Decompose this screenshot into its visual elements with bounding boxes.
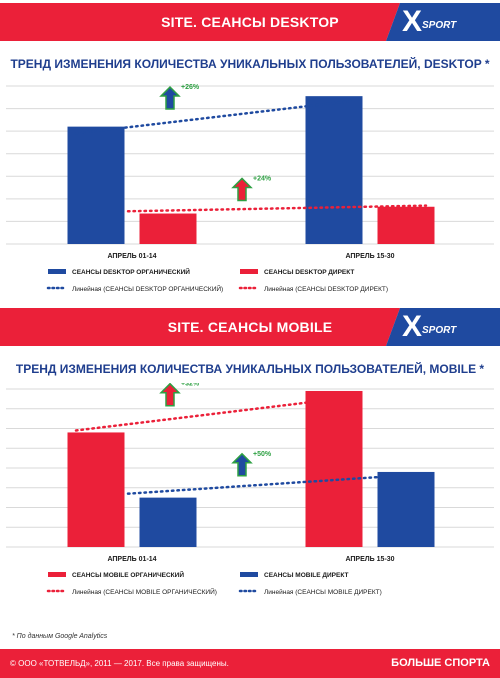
legend-swatch xyxy=(48,572,66,577)
legend-label: Линейная (СЕАНСЫ MOBILE ДИРЕКТ) xyxy=(264,588,382,596)
trendline xyxy=(74,395,356,432)
bar xyxy=(139,213,197,244)
legend-label: СЕАНСЫ MOBILE ОРГАНИЧЕСКИЙ xyxy=(72,570,184,579)
category-label: АПРЕЛЬ 15-30 xyxy=(345,556,394,563)
footer-copyright: © ООО «ТОТВЕЛЬД», 2011 — 2017. Все права… xyxy=(10,659,229,668)
trendline xyxy=(126,204,428,213)
banner-background xyxy=(0,3,500,41)
legend-swatch xyxy=(240,572,258,577)
desktop-chart: +26% +24% АПРЕЛЬ 01-14 АПРЕЛЬ 15-30 СЕАНСЫ D… xyxy=(6,84,494,293)
growth-arrow-icon xyxy=(231,177,253,202)
legend-label: СЕАНСЫ MOBILE ДИРЕКТ xyxy=(264,572,348,579)
bar xyxy=(139,497,197,547)
legend-label: СЕАНСЫ DESKTOP ОРГАНИЧЕСКИЙ xyxy=(72,267,190,276)
annotation-label: +24% xyxy=(253,175,272,182)
category-label: АПРЕЛЬ 01-14 xyxy=(107,253,156,260)
footer: © ООО «ТОТВЕЛЬД», 2011 — 2017. Все права… xyxy=(0,649,500,678)
xsport-logo: X SPORT xyxy=(402,310,457,343)
mobile-chart: +32% +50% АПРЕЛЬ 01-14 АПРЕЛЬ 15-30 СЕАНСЫ M… xyxy=(6,383,494,596)
source-note: * По данным Google Analytics xyxy=(12,633,108,640)
footer-slogan: БОЛЬШЕ СПОРТА xyxy=(391,657,490,669)
xsport-logo: X SPORT xyxy=(402,5,457,38)
svg-text:SPORT: SPORT xyxy=(422,325,457,336)
annotation-label: +32% xyxy=(181,383,200,388)
legend-label: СЕАНСЫ DESKTOP ДИРЕКТ xyxy=(264,269,354,276)
bar xyxy=(67,432,125,547)
category-label: АПРЕЛЬ 15-30 xyxy=(345,253,394,260)
bar xyxy=(67,126,125,244)
banner-background xyxy=(0,308,500,346)
legend-label: Линейная (СЕАНСЫ DESKTOP ОРГАНИЧЕСКИЙ) xyxy=(72,284,223,293)
annotation-label: +26% xyxy=(181,84,200,91)
bar xyxy=(305,96,363,245)
chart-title-mobile: ТРЕНД ИЗМЕНЕНИЯ КОЛИЧЕСТВА УНИКАЛЬНЫХ ПО… xyxy=(15,362,485,376)
legend-swatch xyxy=(48,269,66,274)
svg-text:SPORT: SPORT xyxy=(422,20,457,31)
growth-arrow-icon xyxy=(231,452,253,477)
legend-label: Линейная (СЕАНСЫ DESKTOP ДИРЕКТ) xyxy=(264,285,388,293)
bar xyxy=(377,471,435,547)
svg-text:X: X xyxy=(402,5,422,38)
category-label: АПРЕЛЬ 01-14 xyxy=(107,556,156,563)
trendline xyxy=(74,99,356,135)
growth-arrow-icon xyxy=(159,85,181,110)
legend-label: Линейная (СЕАНСЫ MOBILE ОРГАНИЧЕСКИЙ) xyxy=(72,587,217,596)
banner-title: SITE. СЕАНСЫ DESKTOP xyxy=(161,14,339,30)
legend-swatch xyxy=(240,269,258,274)
annotation-label: +50% xyxy=(253,451,272,458)
bar xyxy=(305,390,363,547)
svg-text:X: X xyxy=(402,310,422,343)
bar xyxy=(377,206,435,244)
mobile-banner: SITE. СЕАНСЫ MOBILE X SPORT xyxy=(0,308,500,346)
desktop-banner: SITE. СЕАНСЫ DESKTOP X SPORT xyxy=(0,3,500,41)
chart-title-desktop: ТРЕНД ИЗМЕНЕНИЯ КОЛИЧЕСТВА УНИКАЛЬНЫХ ПО… xyxy=(10,57,490,71)
banner-title: SITE. СЕАНСЫ MOBILE xyxy=(167,319,333,335)
trendline xyxy=(126,472,428,495)
growth-arrow-icon xyxy=(159,383,181,407)
